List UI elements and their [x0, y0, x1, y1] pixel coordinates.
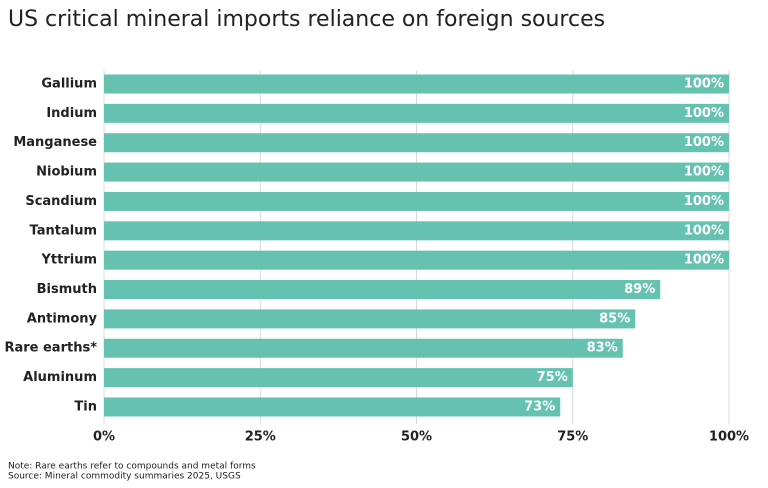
- bar: [104, 250, 729, 270]
- y-tick-label: Rare earths*: [4, 341, 97, 356]
- value-label: 100%: [684, 253, 724, 268]
- bar: [104, 309, 636, 329]
- note: Note: Rare earths refer to compounds and…: [8, 462, 256, 472]
- value-label: 100%: [684, 223, 724, 238]
- bar: [104, 338, 623, 358]
- x-tick-label: 50%: [401, 430, 432, 445]
- x-tick-label: 75%: [557, 430, 588, 445]
- source: Source: Mineral commodity summaries 2025…: [8, 472, 241, 482]
- y-tick-label: Tantalum: [30, 223, 97, 238]
- value-label: 83%: [587, 341, 618, 356]
- x-tick-label: 0%: [93, 430, 115, 445]
- value-label: 85%: [599, 311, 630, 326]
- y-tick-label: Manganese: [13, 135, 97, 150]
- bar: [104, 397, 561, 417]
- y-tick-label: Bismuth: [37, 282, 97, 297]
- y-tick-label: Gallium: [41, 77, 97, 92]
- bar: [104, 368, 573, 388]
- y-tick-label: Antimony: [27, 311, 98, 326]
- chart-title: US critical mineral imports reliance on …: [8, 7, 605, 32]
- value-label: 89%: [624, 282, 655, 297]
- bar: [104, 133, 729, 153]
- bar: [104, 74, 729, 94]
- y-tick-label: Niobium: [36, 165, 97, 180]
- y-tick-label: Tin: [74, 399, 97, 414]
- value-label: 100%: [684, 77, 724, 92]
- bar: [104, 162, 729, 182]
- bar: [104, 280, 661, 300]
- y-tick-label: Scandium: [25, 194, 97, 209]
- value-label: 73%: [524, 399, 555, 414]
- bar: [104, 103, 729, 123]
- y-tick-label: Yttrium: [40, 253, 97, 268]
- value-label: 75%: [537, 370, 568, 385]
- value-label: 100%: [684, 135, 724, 150]
- bar: [104, 221, 729, 241]
- bar: [104, 191, 729, 211]
- y-tick-label: Aluminum: [23, 370, 97, 385]
- value-label: 100%: [684, 165, 724, 180]
- y-tick-label: Indium: [46, 106, 97, 121]
- x-tick-label: 25%: [245, 430, 276, 445]
- value-label: 100%: [684, 194, 724, 209]
- value-label: 100%: [684, 106, 724, 121]
- x-tick-label: 100%: [709, 430, 749, 445]
